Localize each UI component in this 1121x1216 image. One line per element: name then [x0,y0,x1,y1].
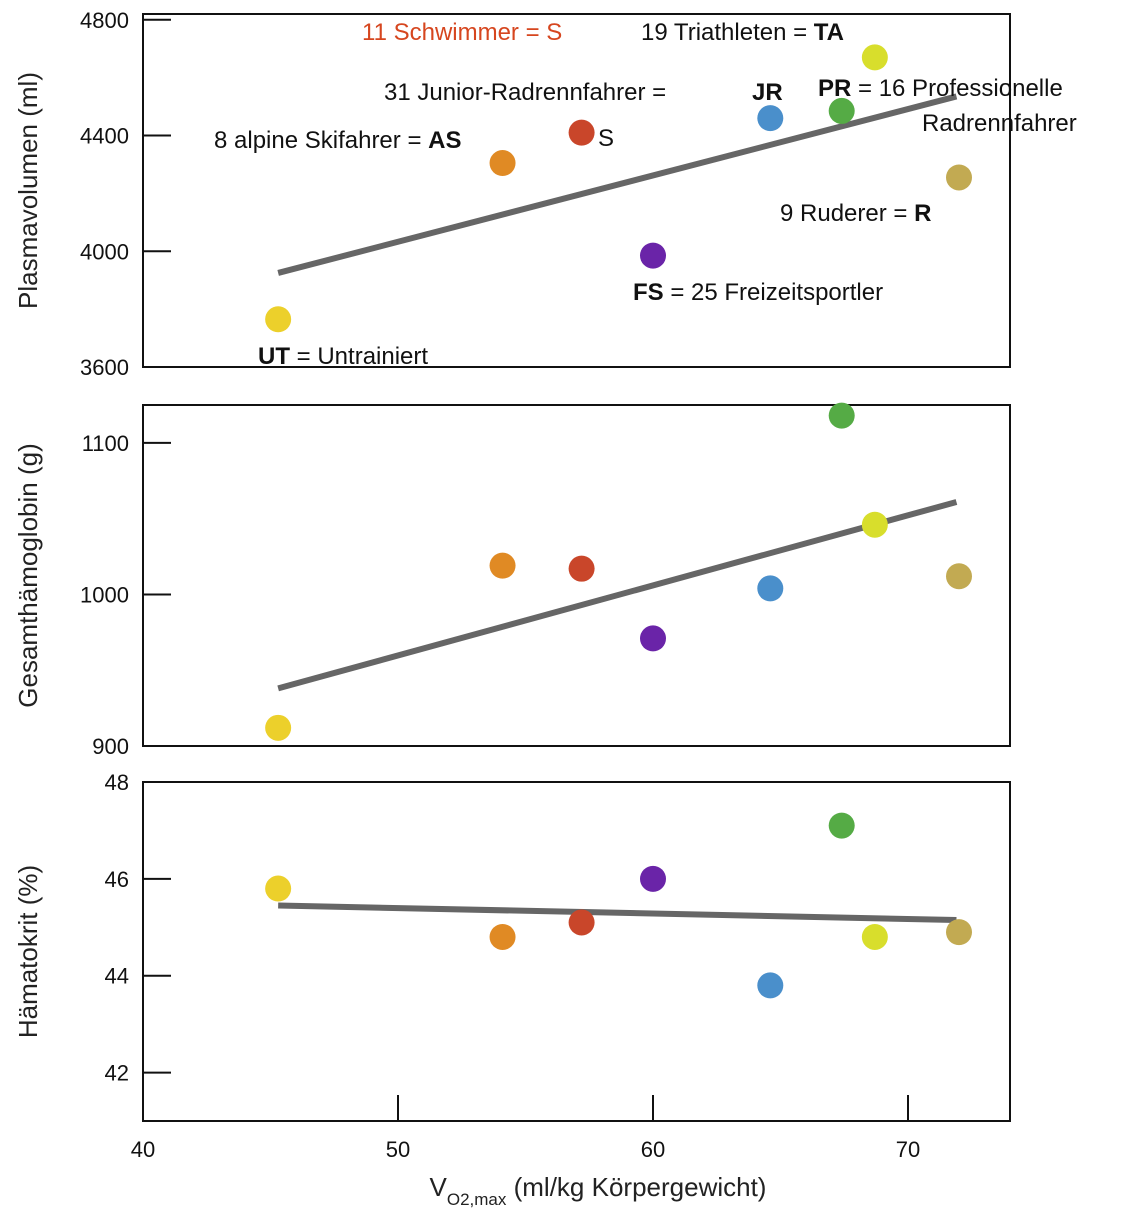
x-axis-title: VO2,max (ml/kg Körpergewicht) [430,1172,767,1209]
legend-annotation: PR = 16 Professionelle [818,75,1063,102]
data-point-pr [828,97,855,124]
legend-annotation: 9 Ruderer = R [780,200,931,227]
x-tick-label: 70 [896,1137,920,1162]
y-axis-title: Plasmavolumen (ml) [13,72,43,309]
trend-line [277,499,958,692]
data-point-fs [640,242,666,269]
x-tick-label: 50 [386,1137,410,1162]
panel-1: 3600 4000 4400 4800 Plasmavolumen (ml) [13,8,1011,380]
y-axis-title: Gesamthämoglobin (g) [13,443,43,707]
data-point-ut [265,714,292,741]
panel-frame [142,404,1011,747]
panel-2: 900 1000 1100 Gesamthämoglobin (g) [13,402,1011,759]
x-tick-label: 40 [131,1137,155,1162]
data-point-ta [861,44,888,71]
data-point-s [568,555,595,582]
y-tick-label: 4800 [80,8,129,33]
y-axis-title: Hämatokrit (%) [13,865,43,1038]
legend-annotation: FS = 25 Freizeitsportler [633,279,883,306]
y-tick-label: 4000 [80,239,129,264]
legend-annotation: 11 Schwimmer = S [362,19,562,46]
legend-annotation: JR [752,79,783,106]
panel-frame [142,13,1011,368]
y-tick-label: 3600 [80,355,129,380]
data-point-ta [861,511,888,538]
y-tick-label: 46 [105,867,129,892]
data-point-fs [640,625,666,652]
data-point-ut [265,306,292,333]
legend-annotation: Radrennfahrer [922,110,1077,137]
data-point-pr [828,402,855,429]
panel-3: 42 44 46 48 Hämatokrit (%) [13,770,1011,1122]
y-tick-label: 48 [105,770,129,795]
data-point-ta [861,923,888,950]
data-point-as [489,552,516,579]
data-point-as [489,923,516,950]
y-tick-label: 42 [105,1061,129,1086]
data-point-as [489,150,516,177]
x-tick-label: 60 [641,1137,665,1162]
legend-annotation: 31 Junior-Radrennfahrer = [384,79,666,106]
data-point-s [568,909,595,936]
y-tick-label: 1100 [82,431,129,456]
data-point-fs [640,865,666,892]
legend-annotation: UT = Untrainiert [258,343,428,370]
data-point-pr [828,812,855,839]
legend-annotation: 19 Triathleten = TA [641,19,844,46]
trend-line [278,902,957,924]
data-point-r [946,563,972,590]
legend-annotation: S [598,125,614,152]
data-point-jr [757,972,784,999]
data-point-s [568,119,595,146]
y-tick-label: 900 [92,734,129,759]
y-tick-label: 1000 [80,582,129,607]
trend-line [277,93,958,276]
data-point-jr [757,105,784,132]
data-point-r [946,919,972,946]
legend-annotation: 8 alpine Skifahrer = AS [214,127,461,154]
data-point-r [946,164,972,191]
data-point-jr [757,575,784,602]
data-point-ut [265,875,292,902]
panel-frame [142,781,1011,1122]
y-tick-label: 4400 [80,124,129,149]
y-tick-label: 44 [105,964,129,989]
